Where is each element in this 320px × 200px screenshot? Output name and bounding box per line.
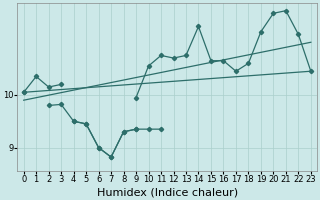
X-axis label: Humidex (Indice chaleur): Humidex (Indice chaleur) [97, 187, 238, 197]
